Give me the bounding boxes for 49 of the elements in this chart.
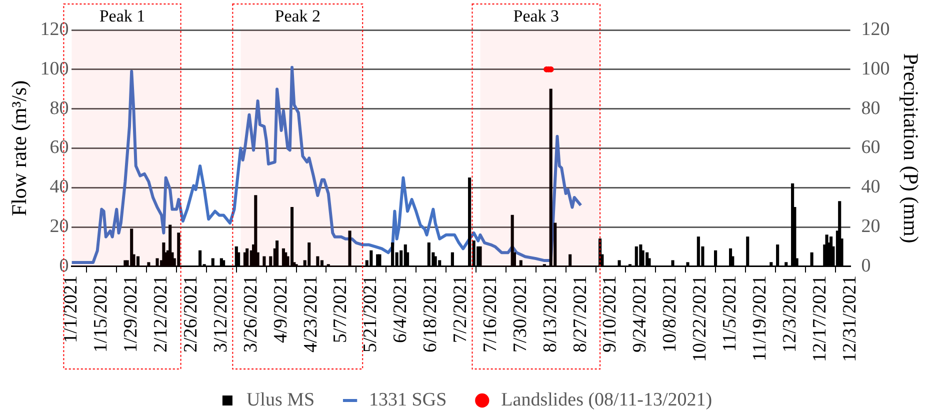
y2-tick-label: 80 xyxy=(861,98,880,119)
x-tick-label: 6/18/2021 xyxy=(420,275,442,353)
x-tick-label: 10/22/2021 xyxy=(690,275,711,362)
x-tick-label: 8/27/2021 xyxy=(570,275,591,353)
y-tick-label: 80 xyxy=(50,98,69,119)
y-axis-title: Flow rate (m³/s) xyxy=(7,80,32,216)
x-tick-label: 12/3/2021 xyxy=(779,275,800,353)
x-tick-label: 2/12/2021 xyxy=(150,275,172,353)
x-tick-label: 2/26/2021 xyxy=(180,275,202,353)
x-tick-label: 12/31/2021 xyxy=(839,275,860,362)
x-tick-label: 7/2/2021 xyxy=(450,275,471,344)
y-tick-label: 60 xyxy=(50,137,69,158)
y2-tick-label: 40 xyxy=(861,176,880,198)
x-tick-label: 1/1/2021 xyxy=(60,275,82,344)
y-tick-label: 120 xyxy=(40,18,69,40)
y-tick-label: 20 xyxy=(50,216,69,238)
x-tick-label: 9/10/2021 xyxy=(600,275,621,353)
x-tick-label: 1/29/2021 xyxy=(120,275,142,353)
y2-tick-label: 60 xyxy=(861,137,880,158)
y2-tick-label: 0 xyxy=(861,255,871,276)
y2-tick-label: 120 xyxy=(861,18,890,40)
band-label: Peak 1 xyxy=(99,6,146,26)
x-tick-label: 6/4/2021 xyxy=(390,275,412,344)
x-tick-label: 4/23/2021 xyxy=(300,275,322,353)
x-tick-label: 5/7/2021 xyxy=(330,275,352,344)
x-tick-label: 5/21/2021 xyxy=(360,275,382,353)
y-tick-label: 40 xyxy=(50,176,69,198)
x-tick-label: 8/13/2021 xyxy=(540,275,561,353)
y2-axis-title: Precipitation (P) (mm) xyxy=(898,53,923,244)
x-tick-label: 7/30/2021 xyxy=(510,275,531,353)
x-tick-label: 11/5/2021 xyxy=(720,275,740,352)
band-label: Peak 3 xyxy=(513,6,560,26)
x-tick-label: 12/17/2021 xyxy=(809,275,830,362)
legend-label: Ulus MS xyxy=(246,389,315,410)
legend-label: 1331 SGS xyxy=(369,389,447,410)
x-tick-label: 7/16/2021 xyxy=(480,275,501,353)
y2-tick-label: 100 xyxy=(861,58,890,80)
x-tick-label: 9/24/2021 xyxy=(630,275,651,353)
x-tick-label: 4/9/2021 xyxy=(270,275,292,344)
y-tick-label: 0 xyxy=(59,255,69,276)
x-tick-label: 10/8/2021 xyxy=(660,275,681,353)
x-tick-label: 3/12/2021 xyxy=(210,275,232,353)
x-tick-label: 3/26/2021 xyxy=(240,275,262,353)
y-tick-label: 100 xyxy=(40,58,69,80)
y2-tick-label: 20 xyxy=(861,216,880,238)
band-label: Peak 2 xyxy=(274,6,321,26)
x-tick-label: 11/19/2021 xyxy=(749,275,770,362)
x-tick-label: 1/15/2021 xyxy=(90,275,112,353)
legend-label: Landslides (08/11-13/2021) xyxy=(501,389,712,410)
